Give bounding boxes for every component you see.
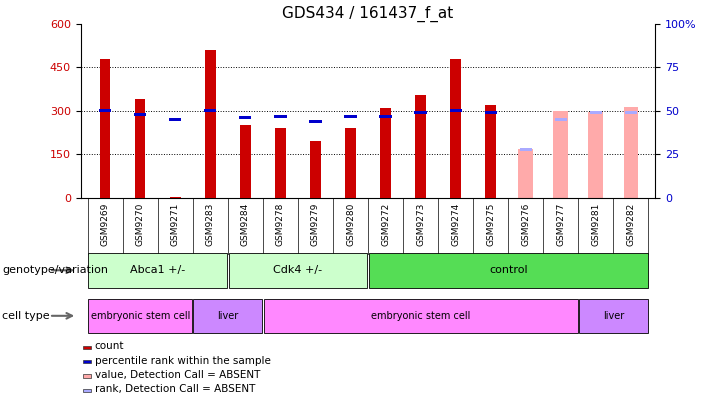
Text: value, Detection Call = ABSENT: value, Detection Call = ABSENT xyxy=(95,370,260,380)
Text: control: control xyxy=(489,265,528,275)
Text: genotype/variation: genotype/variation xyxy=(2,265,108,275)
Text: embryonic stem cell: embryonic stem cell xyxy=(90,311,190,321)
Bar xyxy=(83,374,90,378)
Text: embryonic stem cell: embryonic stem cell xyxy=(371,311,470,321)
Bar xyxy=(134,113,147,116)
Bar xyxy=(83,346,90,349)
Bar xyxy=(135,99,146,198)
Bar xyxy=(346,128,356,198)
Text: GSM9276: GSM9276 xyxy=(522,203,530,246)
Text: GSM9280: GSM9280 xyxy=(346,203,355,246)
Bar xyxy=(449,109,462,112)
Bar xyxy=(88,253,227,287)
Bar xyxy=(275,128,286,198)
Title: GDS434 / 161437_f_at: GDS434 / 161437_f_at xyxy=(283,6,454,23)
Text: Abca1 +/-: Abca1 +/- xyxy=(130,265,185,275)
Bar xyxy=(519,148,532,150)
Bar xyxy=(264,299,578,333)
Bar xyxy=(369,253,648,287)
Bar xyxy=(83,360,90,363)
Text: GSM9272: GSM9272 xyxy=(381,203,390,246)
Text: count: count xyxy=(95,341,124,351)
Text: GSM9274: GSM9274 xyxy=(451,203,460,246)
Bar xyxy=(381,108,391,198)
Bar xyxy=(554,111,569,198)
Text: GSM9278: GSM9278 xyxy=(276,203,285,246)
Text: GSM9273: GSM9273 xyxy=(416,203,425,246)
Text: percentile rank within the sample: percentile rank within the sample xyxy=(95,356,271,366)
Text: GSM9269: GSM9269 xyxy=(101,203,109,246)
Bar xyxy=(239,116,252,119)
Text: liver: liver xyxy=(603,311,624,321)
Bar xyxy=(99,109,111,112)
Bar xyxy=(309,120,322,123)
Bar xyxy=(554,118,567,121)
Text: GSM9270: GSM9270 xyxy=(136,203,144,246)
Text: GSM9271: GSM9271 xyxy=(171,203,179,246)
Bar xyxy=(205,50,216,198)
Bar xyxy=(590,111,602,114)
Text: GSM9282: GSM9282 xyxy=(627,203,635,246)
Bar xyxy=(344,115,357,118)
Bar xyxy=(169,118,182,121)
Bar xyxy=(414,111,427,114)
Text: GSM9281: GSM9281 xyxy=(592,203,600,246)
Bar xyxy=(625,111,637,114)
Bar xyxy=(100,59,111,198)
Bar xyxy=(451,59,461,198)
Bar xyxy=(88,299,192,333)
Text: GSM9275: GSM9275 xyxy=(486,203,495,246)
Bar xyxy=(204,109,217,112)
Text: rank, Detection Call = ABSENT: rank, Detection Call = ABSENT xyxy=(95,385,255,394)
Bar xyxy=(170,196,181,198)
Bar xyxy=(193,299,262,333)
Text: GSM9277: GSM9277 xyxy=(557,203,565,246)
Bar xyxy=(589,112,603,198)
Bar xyxy=(240,126,251,198)
Bar xyxy=(484,111,497,114)
Text: Cdk4 +/-: Cdk4 +/- xyxy=(273,265,322,275)
Text: GSM9279: GSM9279 xyxy=(311,203,320,246)
Bar xyxy=(83,389,90,392)
Bar xyxy=(379,115,392,118)
Bar xyxy=(416,95,426,198)
Text: GSM9283: GSM9283 xyxy=(206,203,215,246)
Bar xyxy=(624,107,638,198)
Bar xyxy=(519,148,533,198)
Text: GSM9284: GSM9284 xyxy=(241,203,250,246)
Bar xyxy=(485,105,496,198)
Bar xyxy=(310,141,320,198)
Text: liver: liver xyxy=(217,311,238,321)
Bar xyxy=(229,253,367,287)
Bar xyxy=(274,115,287,118)
Bar xyxy=(579,299,648,333)
Text: cell type: cell type xyxy=(2,311,50,321)
